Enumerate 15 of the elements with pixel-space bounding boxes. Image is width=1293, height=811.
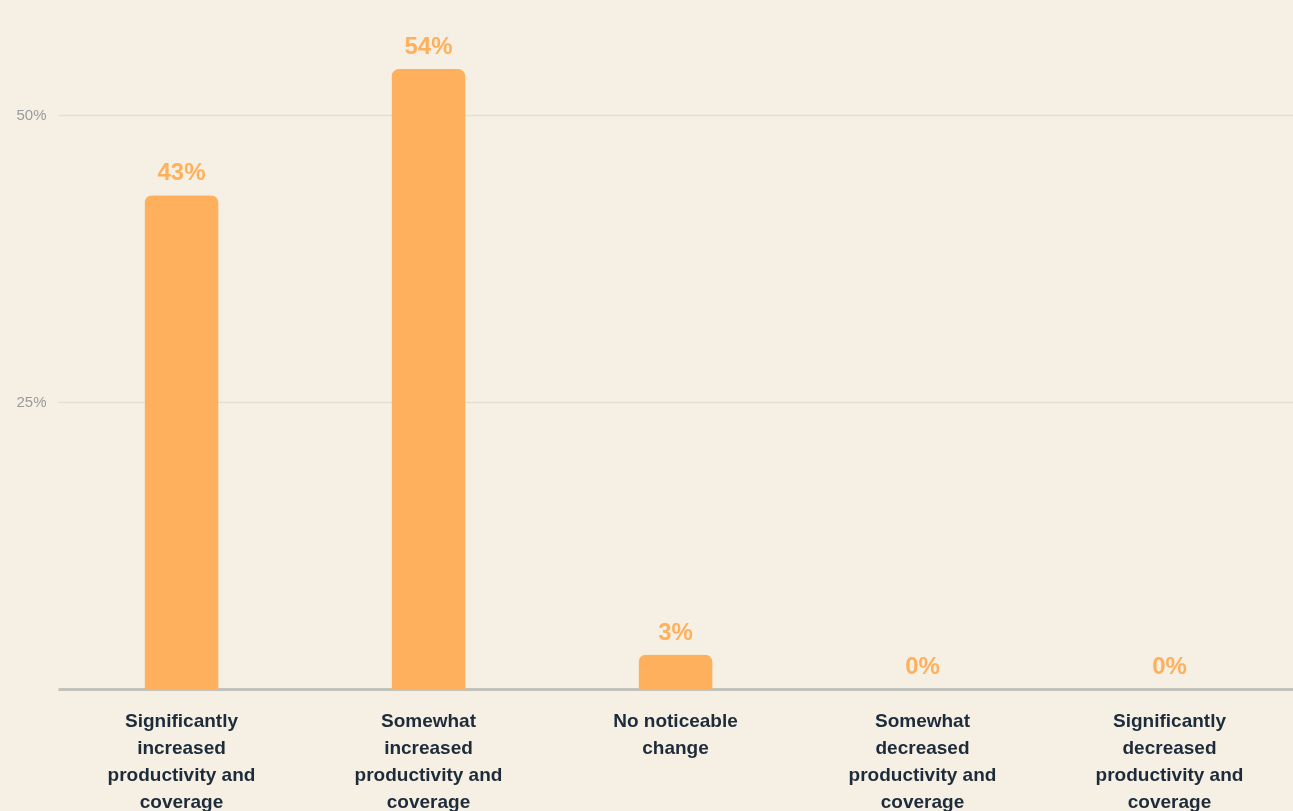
x-tick-label: No noticeable change bbox=[613, 709, 738, 758]
x-tick-label: Significantly increased productivity and coverage bbox=[107, 709, 256, 811]
x-tick-label: Somewhat increased productivity and coverage bbox=[354, 709, 503, 811]
data-label: 43% bbox=[157, 158, 206, 186]
data-label: 54% bbox=[404, 31, 453, 59]
data-label: 0% bbox=[1152, 652, 1187, 679]
data-label: 0% bbox=[905, 652, 940, 679]
y-tick-label: 25% bbox=[16, 393, 47, 411]
data-label: 3% bbox=[658, 617, 693, 645]
x-tick-label: Significantly decreased productivity and coverage bbox=[1095, 709, 1244, 811]
y-tick-label: 50% bbox=[16, 106, 47, 124]
bar bbox=[638, 654, 713, 689]
bar bbox=[144, 195, 219, 689]
bar bbox=[391, 68, 466, 689]
x-tick-label: Somewhat decreased productivity and coverage bbox=[848, 709, 997, 811]
